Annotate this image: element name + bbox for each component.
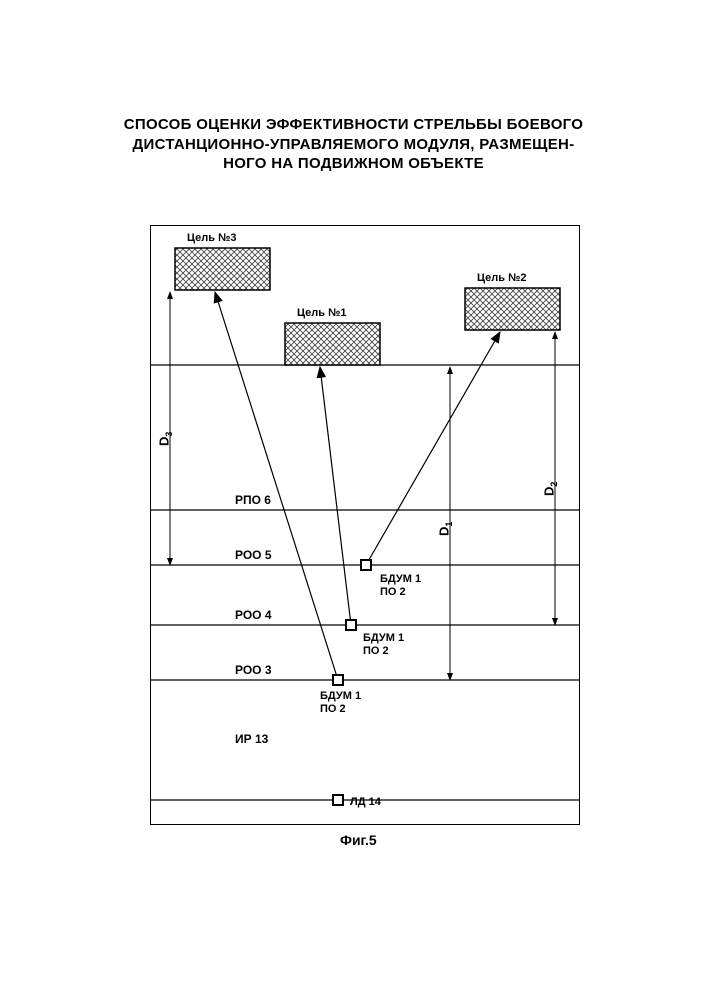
module-label: БДУМ 1ПО 2 (380, 573, 421, 598)
page-title: СПОСОБ ОЦЕНКИ ЭФФЕКТИВНОСТИ СТРЕЛЬБЫ БОЕ… (80, 115, 627, 174)
dimension-label: D1 (436, 522, 454, 536)
module-marker (332, 674, 344, 686)
module-marker (345, 619, 357, 631)
title-line-3: НОГО НА ПОДВИЖНОМ ОБЪЕКТЕ (223, 155, 484, 172)
module-label: ЛД 14 (350, 796, 381, 809)
module-label: БДУМ 1ПО 2 (320, 690, 361, 715)
module-marker (332, 794, 344, 806)
title-line-2: ДИСТАНЦИОННО-УПРАВЛЯЕМОГО МОДУЛЯ, РАЗМЕЩ… (133, 136, 575, 153)
target-label: Цель №2 (477, 272, 526, 284)
module-label: БДУМ 1ПО 2 (363, 632, 404, 657)
target-label: Цель №3 (187, 232, 236, 244)
dimension-label: D3 (156, 432, 174, 446)
line-label: ИР 13 (235, 732, 268, 746)
line-label: РПО 6 (235, 493, 271, 507)
line-label: РОО 3 (235, 663, 272, 677)
dimension-label: D2 (541, 482, 559, 496)
line-label: РОО 4 (235, 608, 272, 622)
diagram-frame (150, 225, 580, 825)
figure-label: Фиг.5 (340, 832, 377, 848)
target-label: Цель №1 (297, 307, 346, 319)
module-marker (360, 559, 372, 571)
title-line-1: СПОСОБ ОЦЕНКИ ЭФФЕКТИВНОСТИ СТРЕЛЬБЫ БОЕ… (124, 116, 584, 133)
line-label: РОО 5 (235, 548, 272, 562)
